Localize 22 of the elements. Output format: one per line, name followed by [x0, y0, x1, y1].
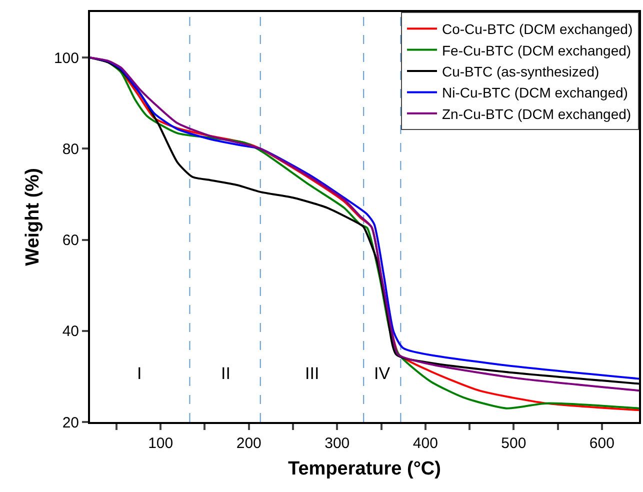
x-tick-label: 600 [589, 435, 614, 452]
x-tick-label: 400 [412, 435, 438, 452]
x-axis-title: Temperature (°C) [288, 458, 441, 480]
x-tick-label: 200 [236, 435, 262, 452]
y-axis-title: Weight (%) [22, 168, 44, 266]
annotation: III [305, 364, 320, 383]
legend-label: Co-Cu-BTC (DCM exchanged) [442, 21, 633, 38]
legend-label: Cu-BTC (as-synthesized) [442, 63, 600, 80]
x-tick-label: 300 [324, 435, 350, 452]
x-tick-label: 100 [148, 435, 174, 452]
legend-label: Fe-Cu-BTC (DCM exchanged) [442, 42, 632, 58]
x-tick-label: 500 [501, 435, 526, 452]
y-tick-label: 100 [54, 50, 79, 67]
annotation: IV [374, 364, 391, 383]
y-tick-label: 40 [62, 323, 79, 340]
y-tick-label: 60 [62, 232, 79, 250]
y-tick-label: 80 [62, 140, 79, 158]
y-tick-label: 20 [62, 414, 79, 432]
legend-label: Zn-Cu-BTC (DCM exchanged) [442, 106, 632, 122]
annotation: II [221, 364, 230, 383]
legend-label: Ni-Cu-BTC (DCM exchanged) [442, 84, 628, 101]
annotation: I [137, 364, 142, 383]
